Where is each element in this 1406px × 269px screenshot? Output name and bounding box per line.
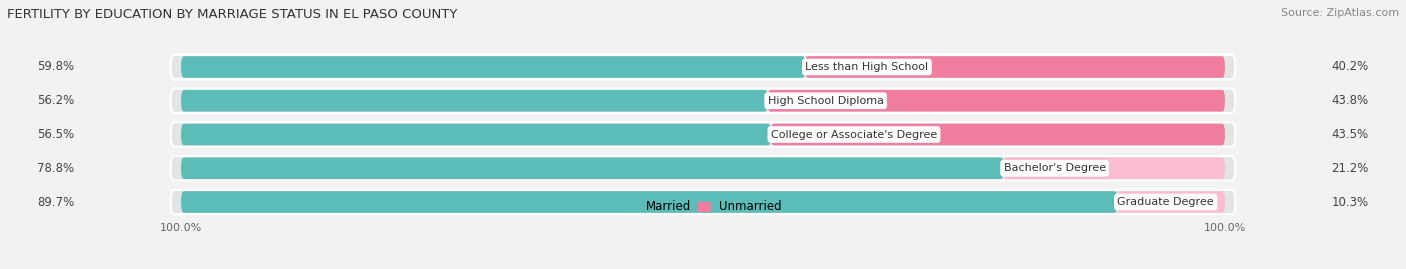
Text: 43.8%: 43.8% [1331, 94, 1369, 107]
Text: 56.5%: 56.5% [37, 128, 75, 141]
Text: 56.2%: 56.2% [37, 94, 75, 107]
FancyBboxPatch shape [770, 124, 1225, 145]
Legend: Married, Unmarried: Married, Unmarried [620, 196, 786, 218]
FancyBboxPatch shape [181, 124, 770, 145]
FancyBboxPatch shape [181, 56, 806, 78]
FancyBboxPatch shape [181, 90, 768, 112]
FancyBboxPatch shape [181, 191, 1118, 213]
FancyBboxPatch shape [170, 55, 1236, 79]
Text: 78.8%: 78.8% [37, 162, 75, 175]
Text: Bachelor's Degree: Bachelor's Degree [1004, 163, 1105, 173]
FancyBboxPatch shape [806, 56, 1225, 78]
Text: Source: ZipAtlas.com: Source: ZipAtlas.com [1281, 8, 1399, 18]
Text: High School Diploma: High School Diploma [768, 96, 884, 106]
Text: 10.3%: 10.3% [1331, 196, 1369, 208]
Text: 21.2%: 21.2% [1331, 162, 1369, 175]
FancyBboxPatch shape [1004, 157, 1225, 179]
Text: 40.2%: 40.2% [1331, 61, 1369, 73]
FancyBboxPatch shape [170, 89, 1236, 113]
FancyBboxPatch shape [170, 190, 1236, 214]
Text: Graduate Degree: Graduate Degree [1118, 197, 1213, 207]
Text: FERTILITY BY EDUCATION BY MARRIAGE STATUS IN EL PASO COUNTY: FERTILITY BY EDUCATION BY MARRIAGE STATU… [7, 8, 457, 21]
FancyBboxPatch shape [181, 157, 1004, 179]
FancyBboxPatch shape [170, 156, 1236, 180]
FancyBboxPatch shape [1118, 191, 1225, 213]
Text: College or Associate's Degree: College or Associate's Degree [770, 129, 938, 140]
Text: 89.7%: 89.7% [37, 196, 75, 208]
Text: 43.5%: 43.5% [1331, 128, 1369, 141]
Text: Less than High School: Less than High School [806, 62, 928, 72]
FancyBboxPatch shape [170, 122, 1236, 147]
FancyBboxPatch shape [768, 90, 1225, 112]
Text: 59.8%: 59.8% [37, 61, 75, 73]
